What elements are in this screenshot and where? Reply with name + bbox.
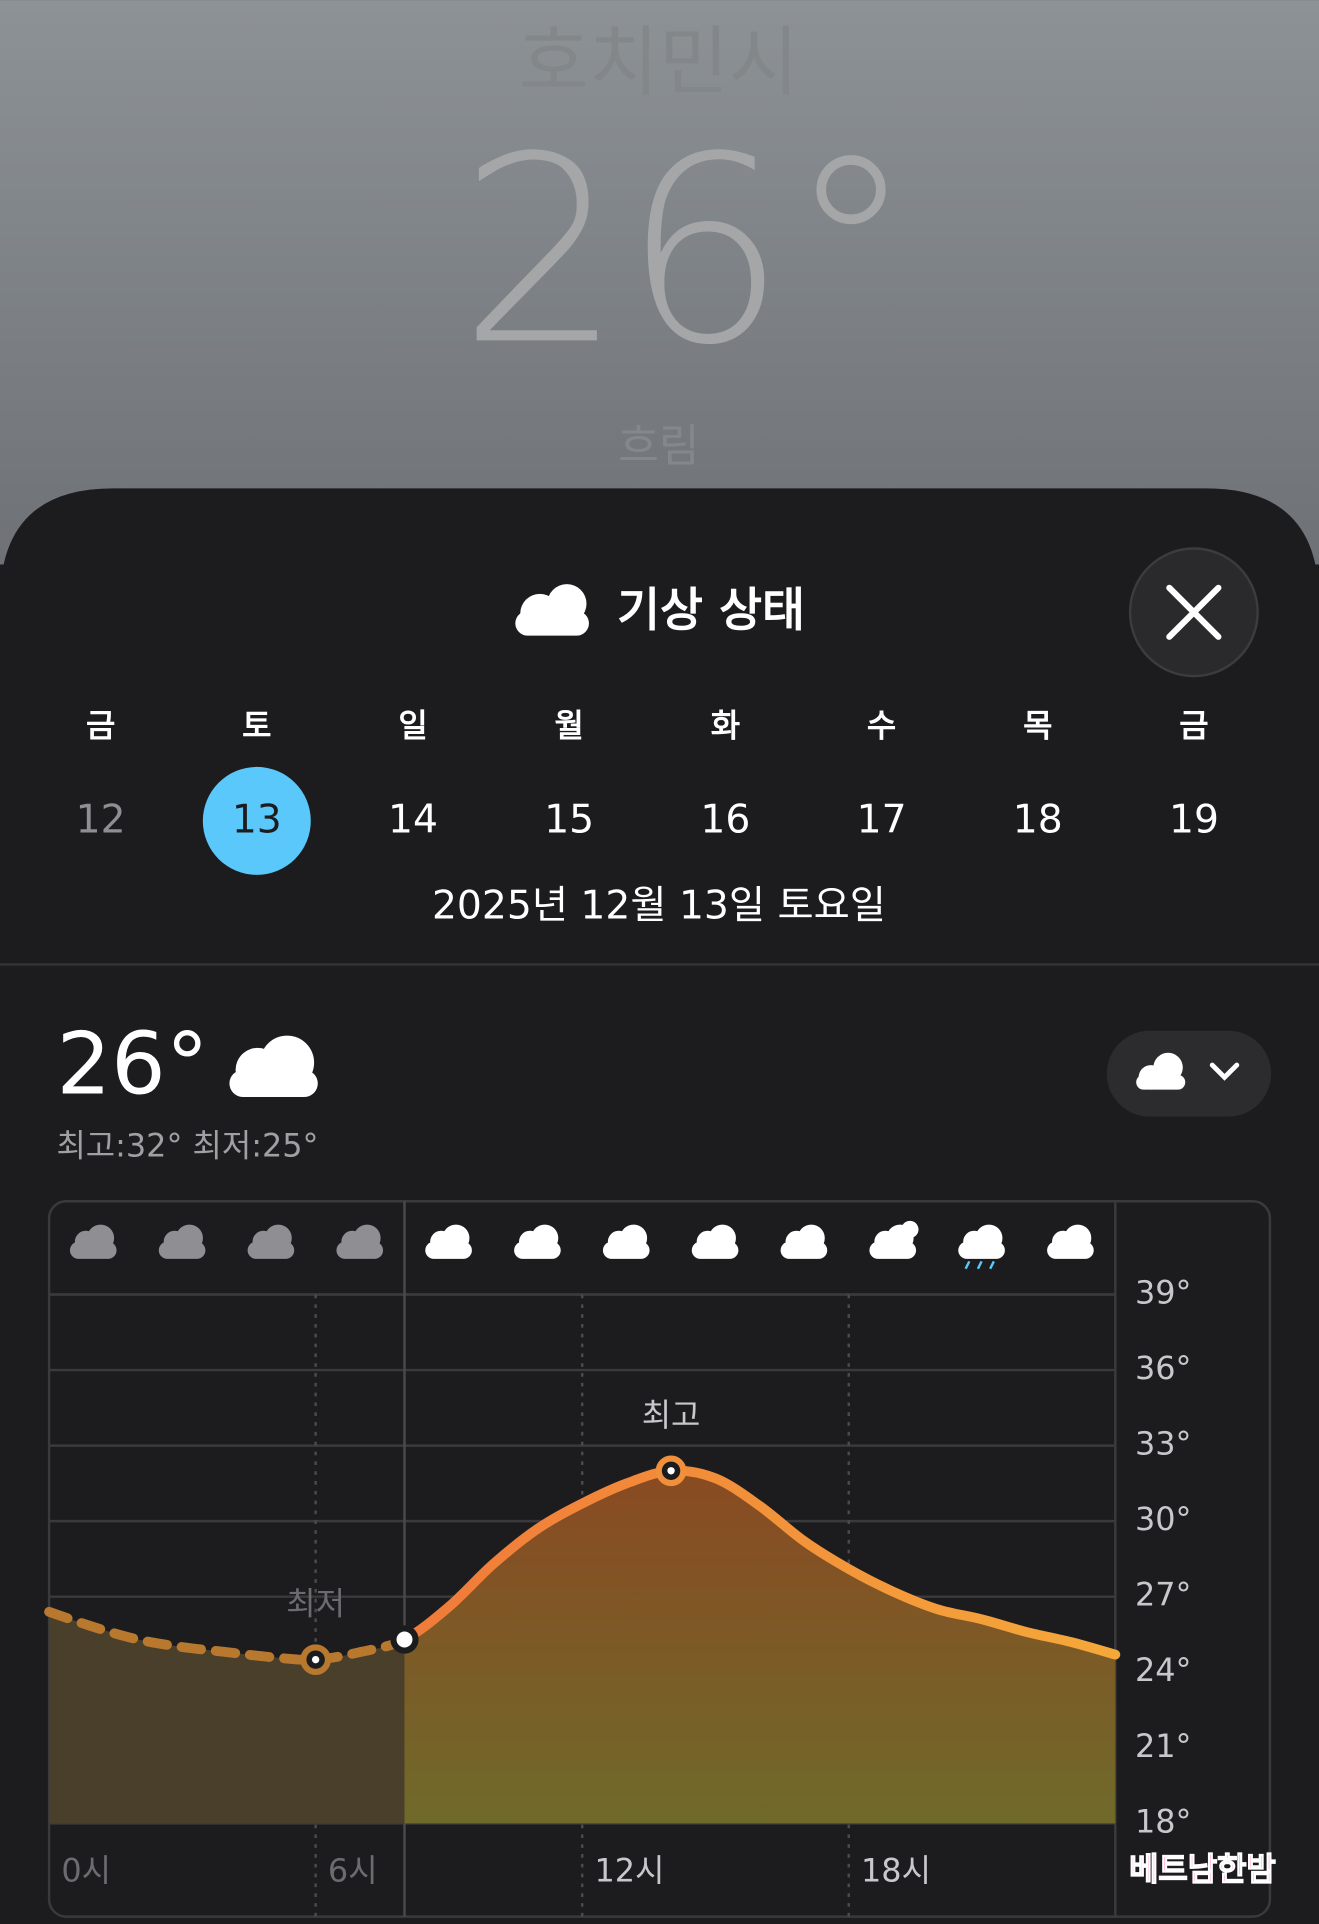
city: 호치민시 bbox=[519, 18, 799, 107]
icon-part bbox=[247, 1241, 295, 1259]
day-number[interactable]: 12 bbox=[76, 798, 126, 843]
extreme-label: 최고 bbox=[642, 1396, 701, 1434]
weekday: 수 bbox=[867, 707, 896, 745]
weather-icon bbox=[69, 1224, 117, 1259]
icon-part bbox=[158, 1241, 206, 1259]
sheet-title: 기상 상태 bbox=[617, 583, 805, 637]
now-point bbox=[390, 1625, 419, 1654]
icon-part bbox=[901, 1220, 919, 1239]
weekday: 토 bbox=[242, 707, 271, 745]
icon-part bbox=[69, 1241, 117, 1259]
current-icon bbox=[229, 1035, 318, 1097]
extreme-dot bbox=[667, 1467, 675, 1475]
weekday: 일 bbox=[398, 707, 427, 745]
weather-icon bbox=[247, 1224, 295, 1259]
weather-icon bbox=[514, 1224, 561, 1259]
weather-icon bbox=[780, 1224, 828, 1259]
icon-part bbox=[425, 1241, 472, 1259]
current-temp: 26° bbox=[56, 1014, 208, 1114]
sheet bbox=[0, 488, 1319, 1924]
x-tick-label: 18시 bbox=[861, 1851, 931, 1889]
layer-dropdown[interactable] bbox=[1106, 1030, 1272, 1117]
y-tick-label: 18° bbox=[1135, 1802, 1192, 1840]
icon-part bbox=[691, 1241, 739, 1259]
icon-part bbox=[869, 1241, 917, 1259]
weekday: 화 bbox=[711, 707, 740, 745]
y-tick-label: 24° bbox=[1135, 1651, 1192, 1689]
icon-part bbox=[602, 1241, 650, 1259]
y-tick-label: 36° bbox=[1135, 1349, 1192, 1387]
icon-part bbox=[514, 1241, 561, 1259]
y-tick-label: 30° bbox=[1135, 1500, 1192, 1538]
y-tick-label: 27° bbox=[1135, 1576, 1192, 1614]
weather-icon bbox=[691, 1224, 739, 1259]
big-temperature: 26° bbox=[459, 101, 916, 401]
extreme-dot bbox=[311, 1655, 320, 1664]
selected-day bbox=[202, 766, 311, 875]
weekday: 월 bbox=[555, 707, 584, 745]
day-number[interactable]: 15 bbox=[544, 798, 594, 843]
y-tick-label: 21° bbox=[1135, 1727, 1192, 1765]
weather-icon bbox=[158, 1224, 206, 1259]
weekday: 금 bbox=[86, 707, 115, 745]
weather-icon bbox=[336, 1224, 384, 1259]
sky-background bbox=[0, 0, 1319, 565]
day-number[interactable]: 19 bbox=[1169, 798, 1219, 843]
day-number[interactable]: 13 bbox=[232, 798, 282, 843]
weather-icon bbox=[425, 1224, 472, 1259]
y-tick-label: 33° bbox=[1135, 1425, 1192, 1463]
forecast-area bbox=[404, 1470, 1116, 1824]
day-number[interactable]: 18 bbox=[1013, 798, 1063, 843]
icon-part bbox=[1047, 1241, 1094, 1259]
y-tick-label: 39° bbox=[1135, 1274, 1192, 1312]
day-number[interactable]: 17 bbox=[857, 798, 907, 843]
condition: 흐림 bbox=[618, 421, 699, 472]
weather-icon bbox=[958, 1224, 1005, 1270]
close-button[interactable] bbox=[1128, 547, 1259, 678]
past-line bbox=[44, 1606, 410, 1665]
weekday: 목 bbox=[1023, 707, 1052, 745]
icon-part bbox=[780, 1241, 828, 1259]
icon-part bbox=[964, 1260, 995, 1270]
full-date: 2025년 12월 13일 토요일 bbox=[432, 884, 886, 929]
watermark: 베트남한밤 bbox=[1129, 1850, 1276, 1888]
weather-icon bbox=[602, 1224, 650, 1259]
icon-part bbox=[958, 1241, 1005, 1259]
title-icon bbox=[515, 584, 589, 636]
day-number[interactable]: 14 bbox=[388, 798, 438, 843]
x-tick-label: 6시 bbox=[328, 1851, 378, 1889]
chart-frame bbox=[47, 1200, 1272, 1918]
extreme-label: 최저 bbox=[286, 1585, 345, 1623]
x-tick-label: 0시 bbox=[61, 1851, 111, 1889]
forecast-line bbox=[399, 1465, 1121, 1660]
high-low: 최고:32° 최저:25° bbox=[56, 1126, 318, 1164]
weekday: 금 bbox=[1179, 707, 1208, 745]
weather-icon bbox=[869, 1220, 919, 1259]
x-tick-label: 12시 bbox=[594, 1851, 664, 1889]
weather-icon bbox=[1047, 1224, 1094, 1259]
day-number[interactable]: 16 bbox=[700, 798, 750, 843]
icon-part bbox=[336, 1241, 384, 1259]
